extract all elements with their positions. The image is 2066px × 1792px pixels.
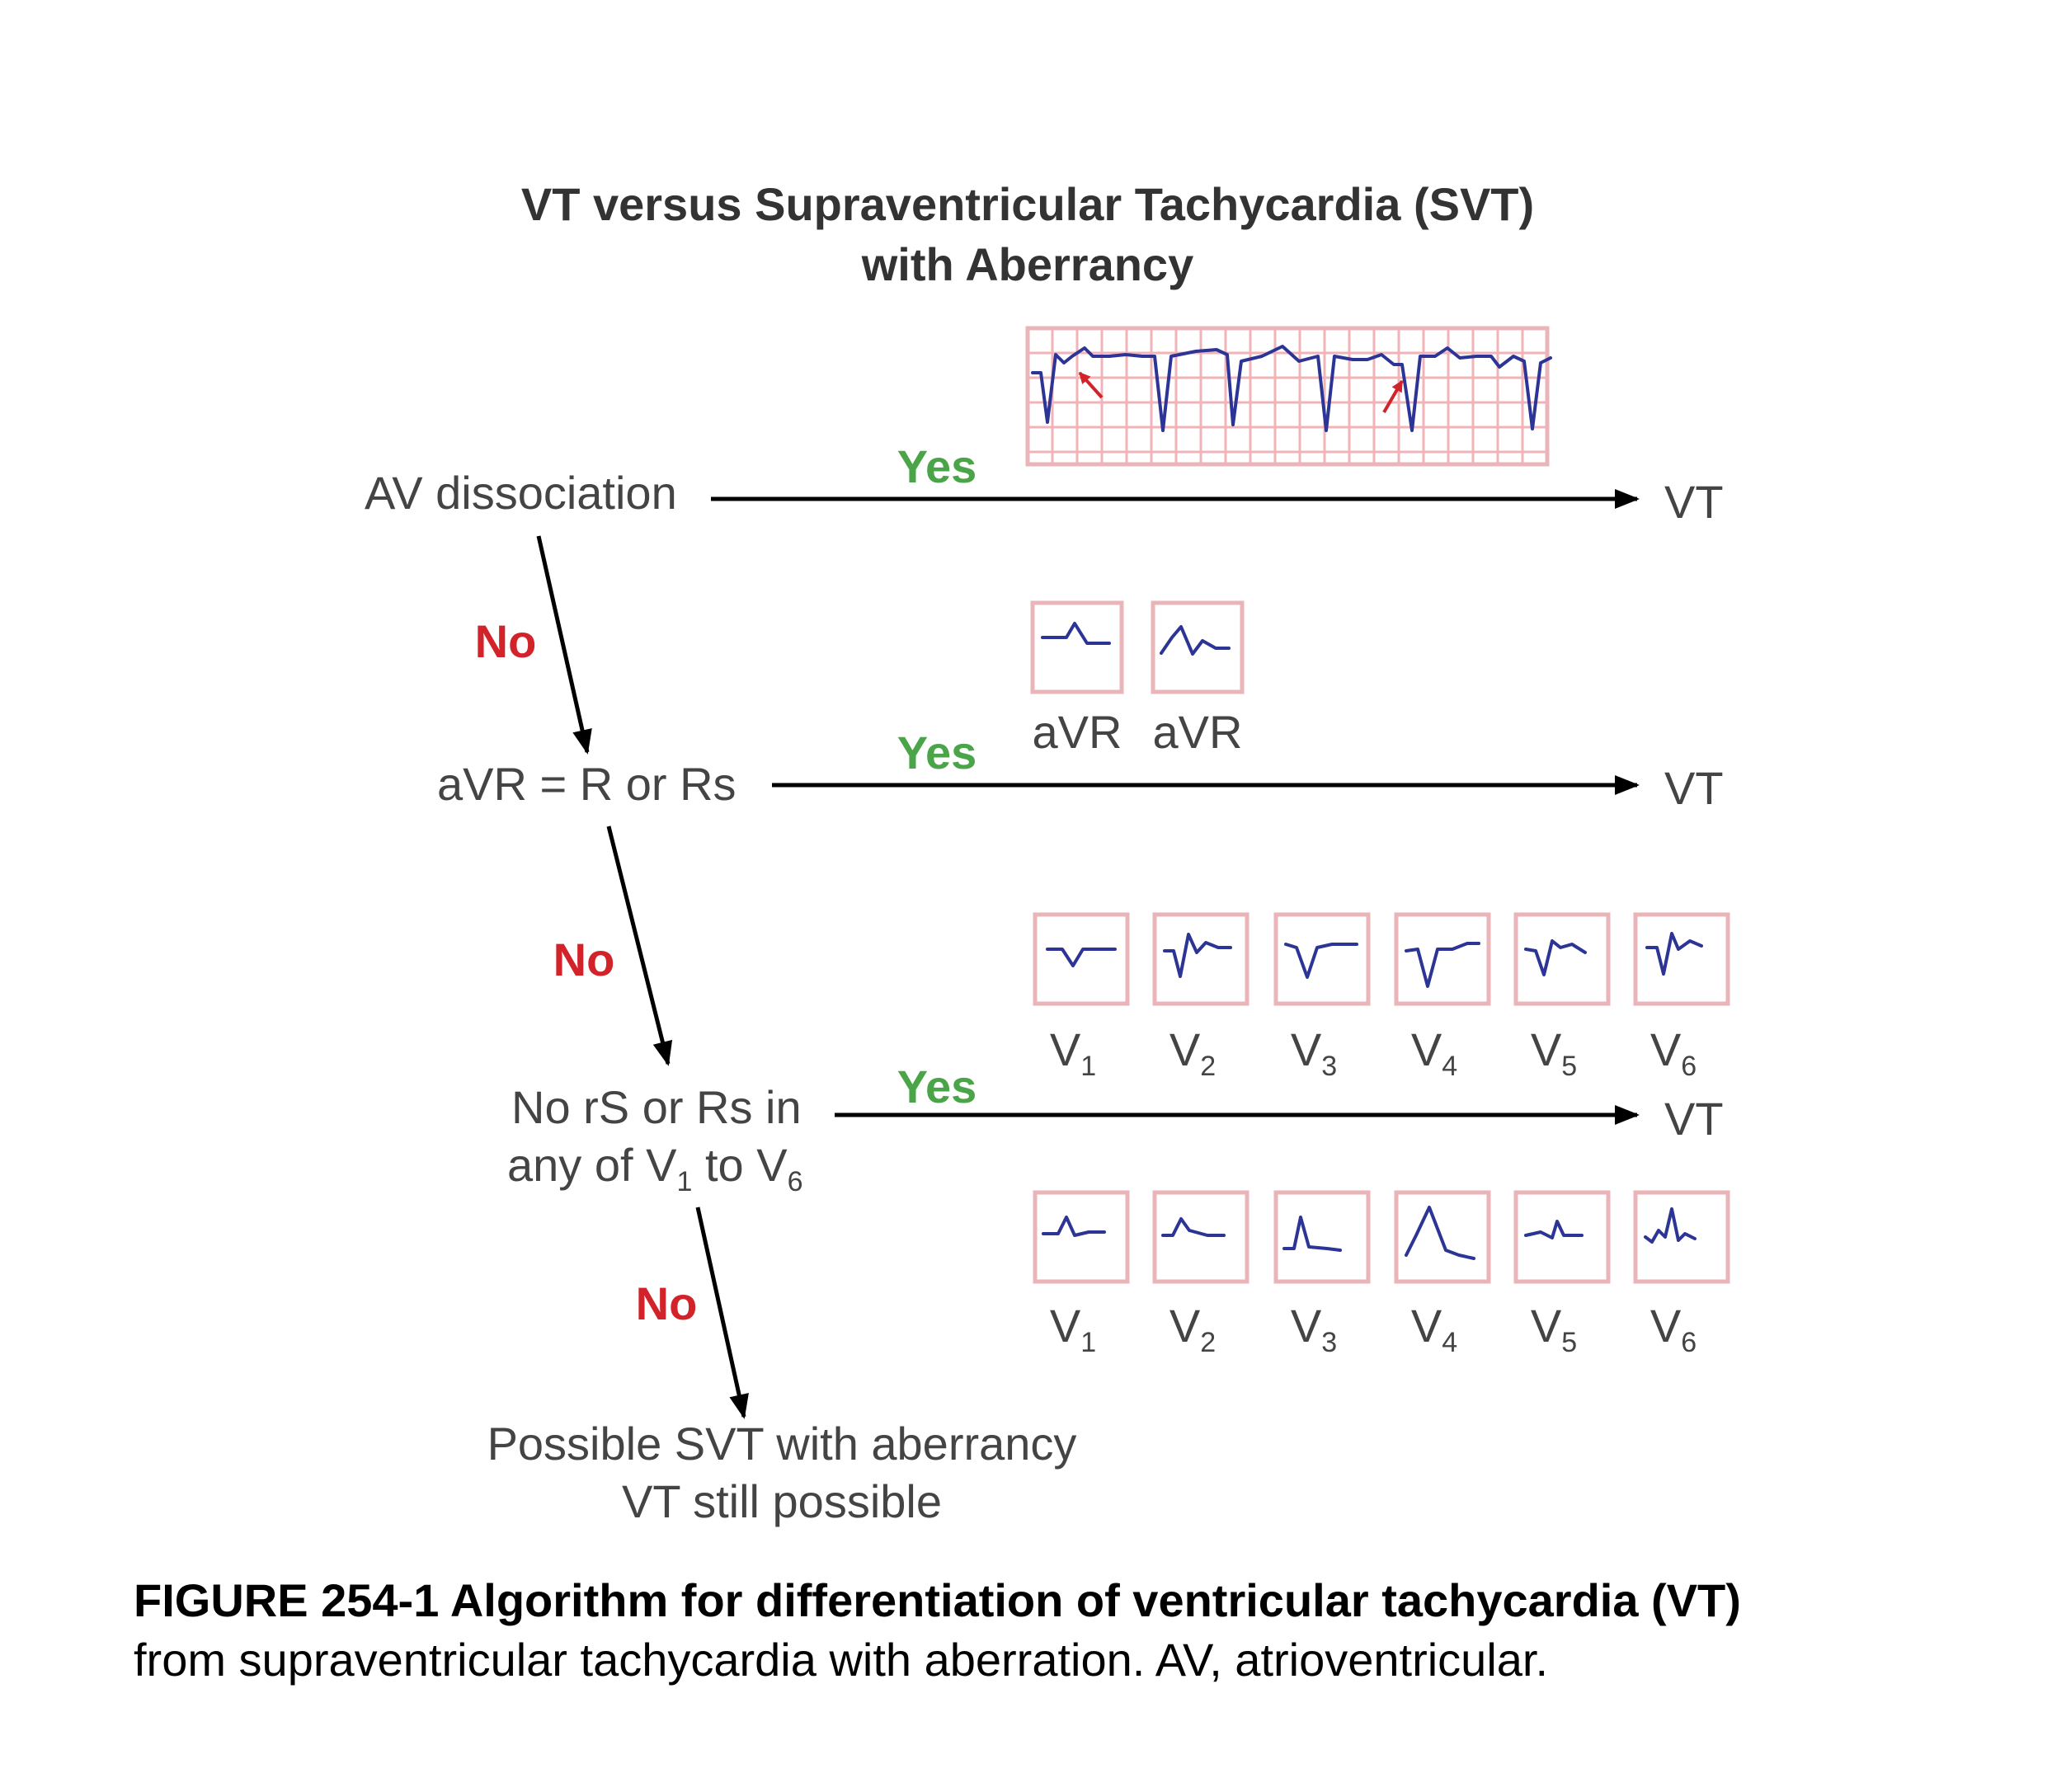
precordial-box-v3 <box>1273 912 1371 1006</box>
precordial-lead-label-v4: V4 <box>1411 1023 1457 1082</box>
precordial-lead-labels-row-1: V1 V2 V3 V4 V5 V6 <box>1050 1023 1697 1082</box>
precordial-box-v5 <box>1513 912 1611 1006</box>
diagram-title-line1: VT versus Supraventricular Tachycardia (… <box>521 178 1534 230</box>
node-vt-still-possible: VT still possible <box>622 1475 942 1527</box>
no-arrow-2 <box>606 825 673 1066</box>
precordial-box-v3 <box>1273 1190 1371 1284</box>
node-avr-criterion: aVR = R or Rs <box>437 758 737 810</box>
precordial-box-v4 <box>1394 912 1491 1006</box>
figure-caption-text: from supraventricular tachycardia with a… <box>134 1634 1548 1686</box>
precordial-lead-label-v5: V5 <box>1531 1300 1577 1358</box>
no-arrow-3 <box>695 1206 749 1419</box>
precordial-ecg-row-rs <box>1033 912 1730 1006</box>
precordial-lead-label-v4: V4 <box>1411 1300 1457 1358</box>
no-arrow-1 <box>536 535 592 755</box>
precordial-box-v1 <box>1033 912 1130 1006</box>
precordial-lead-label-v2: V2 <box>1169 1023 1216 1082</box>
precordial-box-v1 <box>1033 1190 1130 1284</box>
precordial-box-v6 <box>1633 912 1730 1006</box>
precordial-lead-label-v2: V2 <box>1169 1300 1216 1358</box>
figure-caption-title: FIGURE 254-1 Algorithm for differentiati… <box>134 1574 1741 1626</box>
precordial-box-v4 <box>1394 1190 1491 1284</box>
node-precordial-line1: No rS or Rs in <box>511 1081 802 1133</box>
precordial-lead-label-v1: V1 <box>1050 1300 1096 1358</box>
no-label-3: No <box>636 1277 698 1329</box>
avr-lead-label-2: aVR <box>1153 706 1243 758</box>
precordial-lead-label-v6: V6 <box>1650 1023 1697 1082</box>
avr-ecg-boxes <box>1030 600 1245 694</box>
outcome-vt-2: VT <box>1664 762 1724 814</box>
precordial-lead-label-v1: V1 <box>1050 1023 1096 1082</box>
outcome-vt-3: VT <box>1664 1093 1724 1145</box>
rhythm-strip <box>1025 326 1552 467</box>
no-label-2: No <box>553 934 615 985</box>
precordial-box-v6 <box>1633 1190 1730 1284</box>
precordial-box-v2 <box>1152 912 1249 1006</box>
precordial-lead-label-v3: V3 <box>1291 1023 1337 1082</box>
outcome-vt-1: VT <box>1664 476 1724 528</box>
yes-label-precordial: Yes <box>897 1061 977 1112</box>
node-av-dissociation: AV dissociation <box>365 467 677 519</box>
no-label-1: No <box>475 615 537 667</box>
yes-label-avr: Yes <box>897 727 977 778</box>
precordial-lead-label-v3: V3 <box>1291 1300 1337 1358</box>
precordial-lead-label-v6: V6 <box>1650 1300 1697 1358</box>
node-possible-svt: Possible SVT with aberrancy <box>487 1418 1077 1470</box>
diagram-title-line2: with Aberrancy <box>861 238 1193 290</box>
yes-label-av-dissociation: Yes <box>897 440 977 492</box>
avr-lead-label-1: aVR <box>1033 706 1122 758</box>
precordial-box-v5 <box>1513 1190 1611 1284</box>
node-precordial-line2: any of V1 to V6 <box>507 1139 802 1197</box>
precordial-box-v2 <box>1152 1190 1249 1284</box>
precordial-lead-label-v5: V5 <box>1531 1023 1577 1082</box>
precordial-ecg-row-upright <box>1033 1190 1730 1284</box>
precordial-lead-labels-row-2: V1 V2 V3 V4 V5 V6 <box>1050 1300 1697 1358</box>
